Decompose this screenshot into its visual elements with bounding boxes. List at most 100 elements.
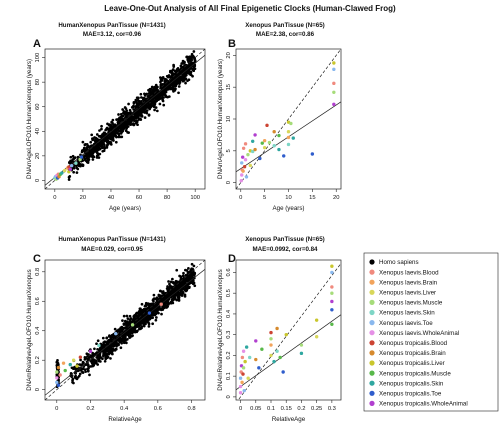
human-point <box>165 88 168 92</box>
data-point <box>55 380 59 385</box>
human-point <box>145 109 149 112</box>
human-point <box>181 280 184 284</box>
human-point <box>128 314 132 318</box>
data-point <box>281 370 285 374</box>
human-point <box>131 116 134 120</box>
panel-stat: MAE=3.12, cor=0.96 <box>83 31 142 38</box>
human-point <box>120 125 124 129</box>
human-point <box>109 125 113 129</box>
human-point <box>91 137 94 140</box>
human-point <box>74 367 77 371</box>
regression-line <box>236 314 341 391</box>
human-point <box>81 149 84 153</box>
human-point <box>96 143 100 147</box>
human-point <box>132 102 136 105</box>
human-point <box>189 63 193 67</box>
human-point <box>77 164 81 168</box>
identity-line <box>236 49 341 189</box>
human-point <box>73 156 76 160</box>
x-tick-label: 0.25 <box>311 406 322 412</box>
human-point <box>159 307 162 310</box>
panel-letter: B <box>228 38 236 50</box>
human-point <box>109 357 112 360</box>
x-tick-label: 0.2 <box>86 406 94 412</box>
plot-area <box>236 49 341 189</box>
human-point <box>84 357 88 360</box>
data-point <box>71 358 76 362</box>
human-point <box>73 375 77 379</box>
human-point <box>157 96 161 100</box>
data-point <box>272 144 276 148</box>
human-point <box>119 112 123 116</box>
human-point <box>151 298 155 302</box>
human-point <box>72 381 75 385</box>
human-point <box>101 149 105 153</box>
human-point <box>157 306 160 310</box>
human-point <box>192 69 196 73</box>
human-point <box>79 358 82 362</box>
human-point <box>171 301 175 305</box>
human-point <box>127 121 131 125</box>
human-point <box>167 289 171 292</box>
identity-line <box>45 260 205 400</box>
human-point <box>120 135 124 139</box>
data-point <box>243 359 247 364</box>
y-tick-label: 0 <box>35 388 41 391</box>
x-tick-label: 0.1 <box>267 406 275 412</box>
human-point <box>140 302 144 306</box>
data-point <box>147 311 152 315</box>
data-point <box>114 331 118 336</box>
human-point <box>179 78 183 82</box>
human-point <box>139 92 143 96</box>
human-point <box>148 103 152 106</box>
human-point <box>173 84 177 88</box>
human-point <box>121 108 124 111</box>
human-point <box>138 117 142 121</box>
data-point <box>278 355 282 360</box>
x-tick-label: 40 <box>108 195 114 201</box>
data-point <box>330 270 334 275</box>
legend-label: Xenopus tropicalis.Toe <box>379 391 442 398</box>
human-point <box>112 342 116 346</box>
human-point <box>132 119 136 123</box>
human-point <box>191 55 194 58</box>
human-point <box>175 268 179 272</box>
human-point <box>125 126 128 130</box>
human-point <box>193 284 197 288</box>
human-point <box>159 83 163 87</box>
human-point <box>170 72 174 75</box>
human-point <box>140 325 144 328</box>
human-point <box>184 77 188 81</box>
data-point <box>63 368 67 373</box>
x-tick-label: 0 <box>55 406 58 412</box>
legend-box <box>363 252 499 412</box>
human-point <box>181 59 185 63</box>
legend-swatch <box>369 400 375 406</box>
human-point <box>95 342 98 346</box>
data-point <box>240 380 244 385</box>
human-point <box>137 99 141 103</box>
x-tick-label: 0 <box>239 406 242 412</box>
human-point <box>72 170 75 174</box>
y-tick-label: 0.5 <box>226 289 232 297</box>
human-point <box>172 65 176 68</box>
human-point <box>118 340 122 344</box>
human-point <box>86 158 90 162</box>
legend-swatch <box>369 330 375 336</box>
human-point <box>174 283 178 287</box>
panel-stat: MAE=0.0992, cor=0.84 <box>252 246 318 253</box>
data-point <box>62 168 67 173</box>
human-point <box>112 130 116 134</box>
human-point <box>102 343 106 347</box>
human-point <box>100 127 103 131</box>
human-point <box>126 338 129 341</box>
human-point <box>125 341 128 345</box>
x-axis-label: RelativeAge <box>108 416 142 423</box>
data-point <box>251 139 255 143</box>
human-point <box>129 320 132 324</box>
data-point <box>254 357 258 362</box>
y-tick-label: 0.4 <box>35 326 41 335</box>
human-point <box>137 327 141 331</box>
y-tick-label: 0.6 <box>226 268 232 276</box>
human-point <box>96 339 100 343</box>
